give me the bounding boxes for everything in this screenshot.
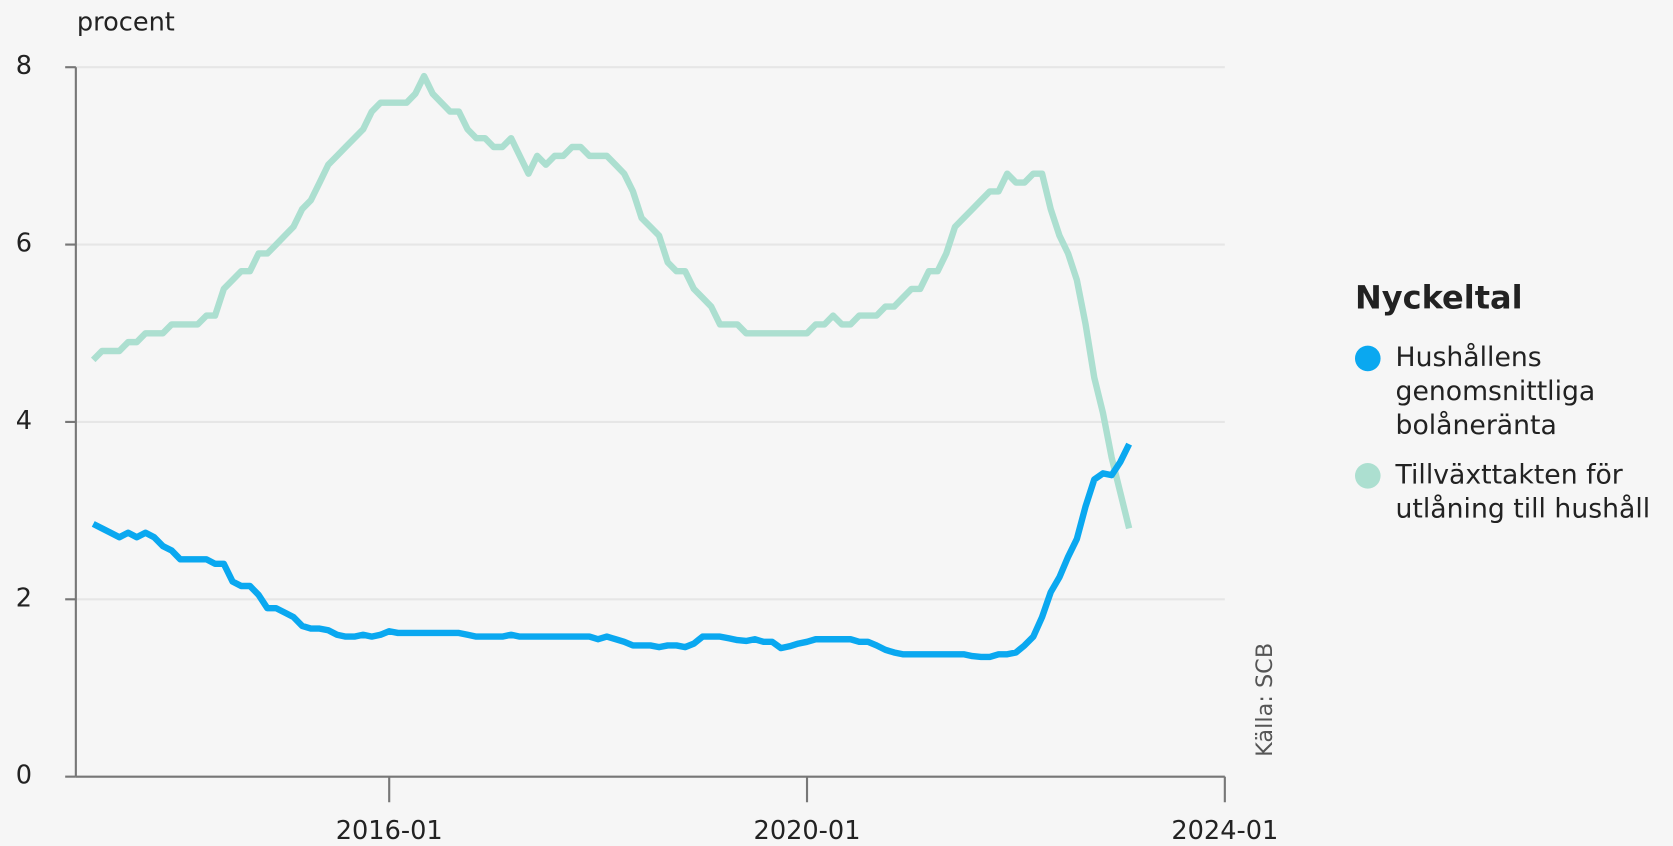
legend-swatch [1354, 463, 1381, 489]
x-tick-label: 2016-01 [336, 816, 443, 846]
source: Källa: SCB [1252, 643, 1278, 757]
y-tick-label: 6 [16, 229, 32, 259]
legend-title: Nyckeltal [1354, 279, 1523, 317]
legend-swatch [1354, 345, 1381, 372]
y-tick-label: 0 [16, 761, 32, 791]
y-tick-label: 8 [16, 51, 32, 81]
legend: Nyckeltal Hushållens genomsnittliga bolå… [1354, 279, 1673, 526]
legend-label: Hushållens genomsnittliga bolåneränta [1395, 341, 1596, 441]
y-tick-label: 4 [16, 406, 32, 436]
series-line [90, 72, 1133, 530]
legend-item: Hushållens genomsnittliga bolåneränta [1354, 340, 1673, 442]
y-axis-label: procent [77, 7, 175, 37]
legend-label: Tillväxttakten för utlåning till hushåll [1395, 458, 1651, 524]
x-tick-label: 2024-01 [1171, 816, 1278, 846]
legend-item: Tillväxttakten för utlåning till hushåll [1354, 458, 1673, 526]
x-tick-label: 2020-01 [754, 816, 861, 846]
plot: 0 2 4 6 8 2016-01 2020-01 2024-01 [16, 51, 1278, 846]
y-tick-label: 2 [16, 583, 32, 613]
series-line [91, 442, 1133, 661]
legend-box: Nyckeltal Hushållens genomsnittliga bolå… [1354, 279, 1673, 526]
